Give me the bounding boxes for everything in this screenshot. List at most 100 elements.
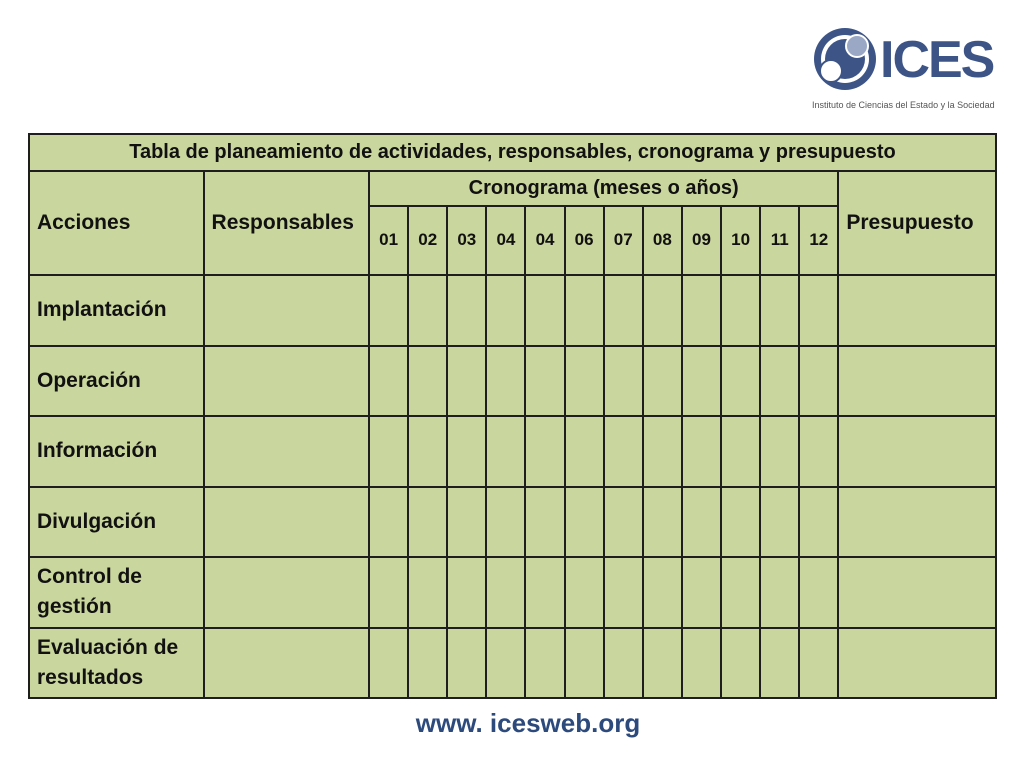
schedule-cell[interactable] [446, 626, 488, 699]
schedule-cell[interactable] [720, 485, 762, 558]
schedule-cell[interactable] [485, 344, 527, 417]
schedule-cell[interactable] [407, 485, 449, 558]
schedule-cell[interactable] [368, 626, 410, 699]
schedule-cell[interactable] [368, 556, 410, 629]
presupuesto-cell[interactable] [837, 556, 997, 629]
schedule-cell[interactable] [641, 415, 683, 488]
schedule-cell[interactable] [485, 556, 527, 629]
schedule-cell[interactable] [563, 344, 605, 417]
schedule-cell[interactable] [485, 626, 527, 699]
schedule-cell[interactable] [446, 485, 488, 558]
schedule-cell[interactable] [368, 415, 410, 488]
schedule-cell[interactable] [680, 415, 723, 488]
schedule-cell[interactable] [720, 415, 762, 488]
presupuesto-cell[interactable] [837, 274, 997, 347]
schedule-cell[interactable] [602, 626, 644, 699]
schedule-cell[interactable] [798, 344, 840, 417]
month-cell: 03 [446, 204, 488, 277]
schedule-cell[interactable] [563, 556, 605, 629]
schedule-cell[interactable] [641, 485, 683, 558]
schedule-cell[interactable] [798, 556, 840, 629]
schedule-cell[interactable] [485, 485, 527, 558]
schedule-cell[interactable] [524, 274, 566, 347]
schedule-cell[interactable] [602, 556, 644, 629]
schedule-cell[interactable] [446, 415, 488, 488]
schedule-cell[interactable] [798, 485, 840, 558]
responsables-cell[interactable] [202, 556, 371, 629]
schedule-cell[interactable] [407, 415, 449, 488]
schedule-cell[interactable] [563, 274, 605, 347]
responsables-cell[interactable] [202, 626, 371, 699]
schedule-cell[interactable] [759, 485, 801, 558]
schedule-cell[interactable] [720, 274, 762, 347]
schedule-cell[interactable] [524, 415, 566, 488]
schedule-cell[interactable] [680, 485, 723, 558]
header-cronograma: Cronograma (meses o años) [368, 169, 840, 207]
presupuesto-cell[interactable] [837, 626, 997, 699]
schedule-cell[interactable] [759, 415, 801, 488]
table-row: Control de gestión [28, 556, 997, 629]
month-cell: 07 [602, 204, 644, 277]
presupuesto-cell[interactable] [837, 415, 997, 488]
row-label: Divulgación [28, 485, 205, 558]
schedule-cell[interactable] [485, 274, 527, 347]
presupuesto-cell[interactable] [837, 344, 997, 417]
schedule-cell[interactable] [641, 344, 683, 417]
schedule-cell[interactable] [798, 626, 840, 699]
month-cell: 04 [524, 204, 566, 277]
schedule-cell[interactable] [563, 626, 605, 699]
schedule-cell[interactable] [368, 344, 410, 417]
schedule-cell[interactable] [524, 626, 566, 699]
schedule-cell[interactable] [563, 415, 605, 488]
schedule-cell[interactable] [720, 626, 762, 699]
responsables-cell[interactable] [202, 274, 371, 347]
schedule-cell[interactable] [524, 485, 566, 558]
row-label: Implantación [28, 274, 205, 347]
schedule-cell[interactable] [759, 344, 801, 417]
responsables-cell[interactable] [202, 415, 371, 488]
schedule-cell[interactable] [407, 556, 449, 629]
schedule-cell[interactable] [641, 556, 683, 629]
month-cell: 04 [485, 204, 527, 277]
schedule-cell[interactable] [602, 485, 644, 558]
schedule-cell[interactable] [759, 626, 801, 699]
schedule-cell[interactable] [407, 344, 449, 417]
schedule-cell[interactable] [368, 485, 410, 558]
schedule-cell[interactable] [563, 485, 605, 558]
schedule-cell[interactable] [720, 556, 762, 629]
schedule-cell[interactable] [602, 274, 644, 347]
schedule-cell[interactable] [602, 344, 644, 417]
schedule-cell[interactable] [524, 556, 566, 629]
schedule-cell[interactable] [602, 415, 644, 488]
months-row: 01 02 03 04 04 06 07 08 09 10 11 12 [29, 204, 996, 277]
schedule-cell[interactable] [641, 626, 683, 699]
responsables-cell[interactable] [202, 344, 371, 417]
table-title: Tabla de planeamiento de actividades, re… [28, 133, 997, 172]
schedule-cell[interactable] [798, 415, 840, 488]
schedule-cell[interactable] [524, 344, 566, 417]
schedule-cell[interactable] [680, 274, 723, 347]
row-label: Control de gestión [28, 556, 205, 629]
month-cell: 06 [563, 204, 605, 277]
schedule-cell[interactable] [446, 274, 488, 347]
schedule-cell[interactable] [368, 274, 410, 347]
schedule-cell[interactable] [759, 556, 801, 629]
month-cell: 08 [641, 204, 683, 277]
schedule-cell[interactable] [446, 556, 488, 629]
schedule-cell[interactable] [407, 626, 449, 699]
responsables-cell[interactable] [202, 485, 371, 558]
presupuesto-cell[interactable] [837, 485, 997, 558]
schedule-cell[interactable] [641, 274, 683, 347]
schedule-cell[interactable] [485, 415, 527, 488]
row-label: Evaluación de resultados [28, 626, 205, 699]
footer-url[interactable]: www. icesweb.org [415, 708, 641, 738]
schedule-cell[interactable] [407, 274, 449, 347]
schedule-cell[interactable] [680, 344, 723, 417]
schedule-cell[interactable] [798, 274, 840, 347]
schedule-cell[interactable] [680, 626, 723, 699]
ices-logo-icon [814, 28, 876, 90]
schedule-cell[interactable] [720, 344, 762, 417]
schedule-cell[interactable] [759, 274, 801, 347]
schedule-cell[interactable] [680, 556, 723, 629]
schedule-cell[interactable] [446, 344, 488, 417]
